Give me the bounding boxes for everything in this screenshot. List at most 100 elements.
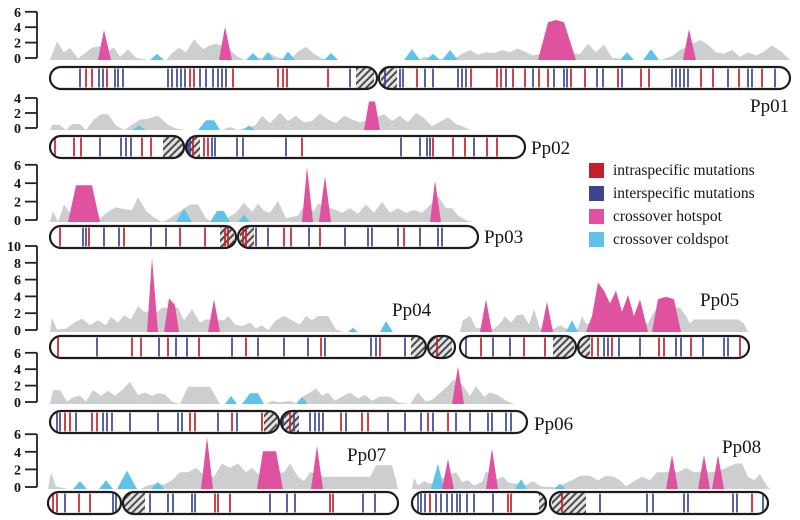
coldspot-peak: [243, 125, 255, 130]
chromosome-label-Pp04: Pp04: [392, 300, 432, 321]
axis-tick-label: 2: [14, 380, 21, 395]
legend-label: crossover hotspot: [613, 207, 722, 225]
coldspot-swatch-icon: [589, 232, 604, 247]
coldspot-peak: [117, 470, 137, 489]
hotspot-peak: [98, 30, 111, 60]
axis-tick-label: 6: [14, 6, 21, 21]
chromosome-outline: [46, 490, 123, 516]
hotspot-peak: [219, 26, 232, 60]
legend: intraspecific mutations interspecific mu…: [589, 159, 755, 251]
hotspot-peak: [452, 366, 464, 404]
y-axis-Pp07: 6 4 2 0: [14, 428, 38, 496]
chromosome-body: [238, 226, 478, 248]
axis-tick-label: 2: [14, 196, 21, 211]
axis-tick-label: 4: [14, 290, 21, 305]
chromosome-group-Pp05: Pp05: [458, 282, 751, 360]
chromosome-body: [412, 492, 546, 514]
hotspot-peak: [538, 20, 576, 60]
centromere-hatch: [539, 492, 545, 514]
coldspot-peak: [643, 49, 659, 60]
centromere-hatch: [264, 411, 277, 433]
chromosome-group-Pp02: 420 Pp02: [14, 92, 570, 160]
hotspot-peak: [652, 296, 681, 332]
centromere-hatch: [579, 336, 590, 358]
coldspot-peak: [210, 211, 230, 222]
chromosome-outline: [410, 490, 548, 516]
coldspot-peak: [99, 480, 113, 489]
chromosome-outline: [48, 409, 281, 435]
axis-tick-label: 8: [14, 257, 21, 272]
axis-tick-label: 0: [14, 396, 21, 411]
chromosome-label-Pp05: Pp05: [700, 290, 739, 311]
chromosome-body: [50, 226, 236, 248]
chromosome-outline: [458, 334, 578, 360]
coldspot-peak: [242, 393, 264, 404]
coldspot-peak: [262, 52, 274, 60]
axis-tick-label: 0: [14, 52, 21, 67]
legend-item-intraspecific: intraspecific mutations: [589, 159, 755, 182]
hotspot-peak: [586, 282, 648, 332]
chromosome-outline: [121, 490, 400, 516]
coldspot-peak: [380, 321, 393, 332]
axis-tick-label: 6: [14, 274, 21, 289]
coldspot-peak: [176, 208, 192, 222]
axis-tick-label: 6: [14, 159, 21, 174]
chromosome-label-Pp08: Pp08: [722, 437, 761, 458]
axis-tick-label: 0: [14, 214, 21, 229]
chromosome-group-Pp08: Pp08: [410, 437, 770, 516]
chromosome-group-Pp06: 64 20 Pp06: [14, 347, 573, 435]
axis-tick-label: 4: [14, 21, 21, 36]
centromere-hatch: [553, 336, 574, 358]
chromosome-outline: [48, 134, 186, 160]
density-area-Pp08: [412, 463, 770, 489]
axis-tick-label: 4: [14, 177, 21, 192]
axis-tick-label: 0: [14, 324, 21, 339]
chromosome-outline: [377, 65, 792, 91]
chromosome-outline: [48, 65, 379, 91]
coldspot-peak: [132, 125, 146, 130]
density-area-Pp07: [48, 463, 398, 489]
legend-label: intraspecific mutations: [613, 161, 755, 179]
y-axis-Pp04: 10 8 64 2 0: [7, 240, 38, 339]
legend-item-interspecific: interspecific mutations: [589, 182, 755, 205]
coldspot-peak: [566, 320, 578, 332]
coldspot-peak: [296, 396, 308, 404]
chromosome-group-Pp07: 6 4 2 0 Pp07: [14, 428, 400, 516]
hotspot-peak: [486, 448, 498, 489]
centromere-hatch: [356, 67, 374, 89]
density-area-Pp01: [50, 39, 790, 60]
coldspot-peak: [198, 120, 220, 130]
chromosome-outline: [548, 490, 770, 516]
legend-label: crossover coldspot: [613, 230, 729, 248]
chromosome-outline: [48, 334, 428, 360]
hotspot-peak: [666, 454, 678, 489]
axis-tick-label: 6: [14, 428, 21, 443]
hotspot-peak: [541, 301, 553, 332]
axis-tick-label: 4: [14, 363, 21, 378]
hotspot-peak: [208, 299, 220, 332]
coldspot-peak: [246, 53, 260, 60]
coldspot-peak: [404, 49, 420, 60]
density-area-Pp06: [50, 379, 527, 404]
chromosome-body: [50, 411, 279, 433]
chromosome-label-Pp07: Pp07: [347, 445, 386, 466]
density-area-Pp03: [50, 196, 472, 222]
chromosome-body: [460, 336, 576, 358]
chromosome-label-Pp03: Pp03: [484, 227, 523, 248]
chromosome-body: [281, 411, 527, 433]
hotspot-peak: [442, 459, 454, 489]
hotspot-peak: [311, 445, 323, 489]
chromosome-body: [123, 492, 398, 514]
chromosome-outline: [426, 334, 457, 360]
chromosome-label-Pp01: Pp01: [750, 96, 789, 117]
coldspot-peak: [150, 53, 164, 60]
chromosome-body: [50, 336, 426, 358]
axis-tick-label: 2: [14, 107, 21, 122]
coldspot-peak: [324, 53, 338, 60]
coldspot-peak: [515, 479, 527, 489]
chromosome-body: [550, 492, 768, 514]
axis-tick-label: 2: [14, 37, 21, 52]
coldspot-peak: [431, 463, 444, 489]
chromosome-body: [48, 492, 121, 514]
